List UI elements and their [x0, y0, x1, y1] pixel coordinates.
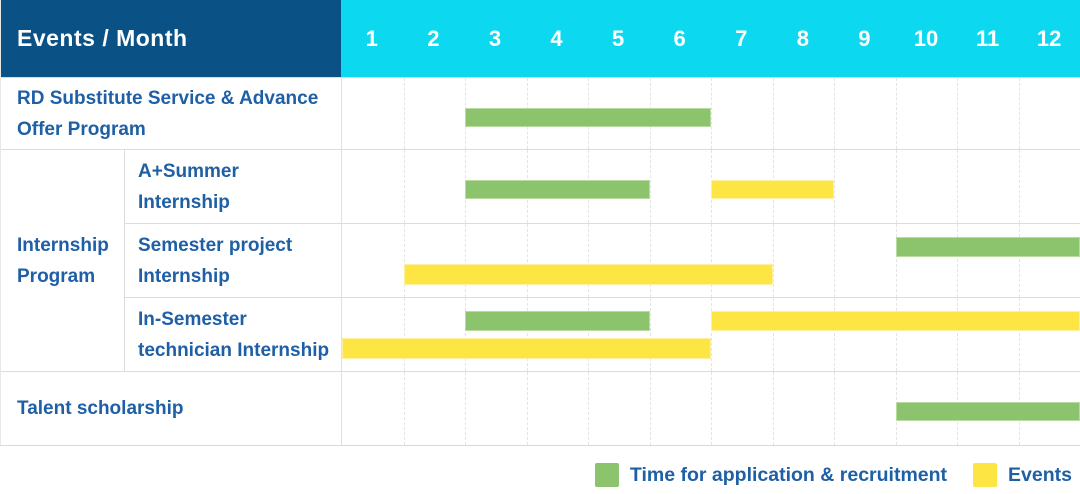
month-gridline [403, 372, 405, 445]
application-period-bar [465, 311, 650, 331]
month-tick: 2 [427, 25, 440, 51]
month-tick: 11 [975, 25, 1000, 51]
month-tick: 1 [365, 25, 378, 51]
chart-lane-semester-project [341, 224, 1080, 297]
table-row-group-internship: Internship Program A+Summer Internship S… [1, 149, 1080, 371]
row-label-talent-scholarship: Talent scholarship [17, 398, 184, 419]
application-color-swatch [594, 463, 619, 487]
legend-item-events: Events [973, 463, 1072, 487]
month-gridline [588, 372, 589, 445]
table-row: A+Summer Internship [125, 150, 1080, 223]
month-gridline [834, 372, 835, 445]
legend: Time for application & recruitment Event… [594, 463, 1072, 487]
event-period-bar [342, 338, 711, 359]
month-axis: 1 2 3 4 5 6 7 8 9 10 11 12 [341, 0, 1080, 77]
month-gridline [711, 372, 712, 445]
month-gridline [465, 224, 466, 297]
month-gridline [895, 298, 897, 371]
month-gridline [588, 224, 589, 297]
month-tick: 6 [673, 25, 686, 51]
month-gridline [772, 298, 774, 371]
event-period-bar [711, 311, 1080, 331]
schedule-table: Events / Month 1 2 3 4 5 6 7 8 9 10 11 1… [0, 0, 1080, 446]
month-tick: 8 [796, 25, 809, 51]
table-title: Events / Month [1, 0, 341, 77]
month-gridline [834, 150, 835, 223]
month-gridline [465, 298, 466, 371]
month-gridline [711, 298, 712, 371]
month-gridline [465, 372, 466, 445]
month-gridline [895, 150, 897, 223]
month-gridline [834, 224, 835, 297]
month-tick: 12 [1036, 25, 1062, 51]
month-gridline [957, 150, 958, 223]
row-label-a-plus-summer: A+Summer Internship [138, 160, 239, 213]
month-gridline [1018, 298, 1020, 371]
month-gridline [772, 78, 774, 149]
month-gridline [1018, 150, 1020, 223]
chart-lane-talent-scholarship [341, 372, 1080, 445]
month-gridline [403, 224, 405, 297]
table-header-row: Events / Month 1 2 3 4 5 6 7 8 9 10 11 1… [1, 0, 1080, 77]
legend-label-events: Events [1008, 463, 1072, 486]
month-gridline [772, 372, 774, 445]
event-period-bar [403, 264, 773, 285]
month-gridline [649, 372, 651, 445]
month-gridline [649, 224, 651, 297]
month-gridline [526, 372, 528, 445]
month-gridline [772, 224, 774, 297]
row-label-in-semester-technician: In-Semester technician Internship [138, 308, 330, 361]
legend-item-application: Time for application & recruitment [594, 463, 948, 487]
month-gridline [895, 224, 897, 297]
table-row: In-Semester technician Internship [125, 297, 1080, 371]
month-gridline [711, 224, 712, 297]
month-tick: 10 [913, 25, 939, 51]
events-color-swatch [973, 463, 998, 487]
row-label-rd-substitute: RD Substitute Service & Advance Offer Pr… [17, 87, 319, 140]
month-gridline [1018, 224, 1020, 297]
chart-lane-rd-substitute [341, 78, 1080, 149]
month-tick: 5 [611, 25, 625, 51]
month-gridline [957, 224, 958, 297]
month-gridline [711, 78, 712, 149]
month-gridline [588, 298, 589, 371]
legend-label-application: Time for application & recruitment [629, 463, 948, 486]
month-gridline [649, 150, 651, 223]
month-gridline [895, 78, 897, 149]
month-gridline [957, 78, 958, 149]
month-gridline [957, 298, 958, 371]
table-row: Semester project Internship [125, 223, 1080, 297]
application-period-bar [465, 180, 650, 199]
month-gridline [526, 224, 528, 297]
application-period-bar [465, 108, 711, 127]
month-gridline [834, 298, 835, 371]
month-tick: 4 [550, 25, 563, 51]
event-period-bar [711, 180, 834, 199]
group-label-internship-program: Internship Program [1, 150, 125, 371]
row-label-semester-project: Semester project Internship [138, 234, 293, 287]
table-row: Talent scholarship [1, 371, 1080, 445]
chart-lane-in-semester-technician [341, 298, 1080, 371]
application-period-bar [895, 402, 1080, 421]
application-period-bar [895, 237, 1080, 257]
month-gridline [403, 298, 405, 371]
month-tick: 9 [858, 25, 871, 51]
month-tick: 7 [735, 25, 748, 51]
month-gridline [834, 78, 835, 149]
month-gridline [526, 298, 528, 371]
month-gridline [403, 78, 405, 149]
chart-lane-a-plus-summer [341, 150, 1080, 223]
month-gridline [649, 298, 651, 371]
month-tick: 3 [488, 25, 502, 51]
month-gridline [1018, 78, 1020, 149]
table-row: RD Substitute Service & Advance Offer Pr… [1, 77, 1080, 149]
month-gridline [403, 150, 405, 223]
